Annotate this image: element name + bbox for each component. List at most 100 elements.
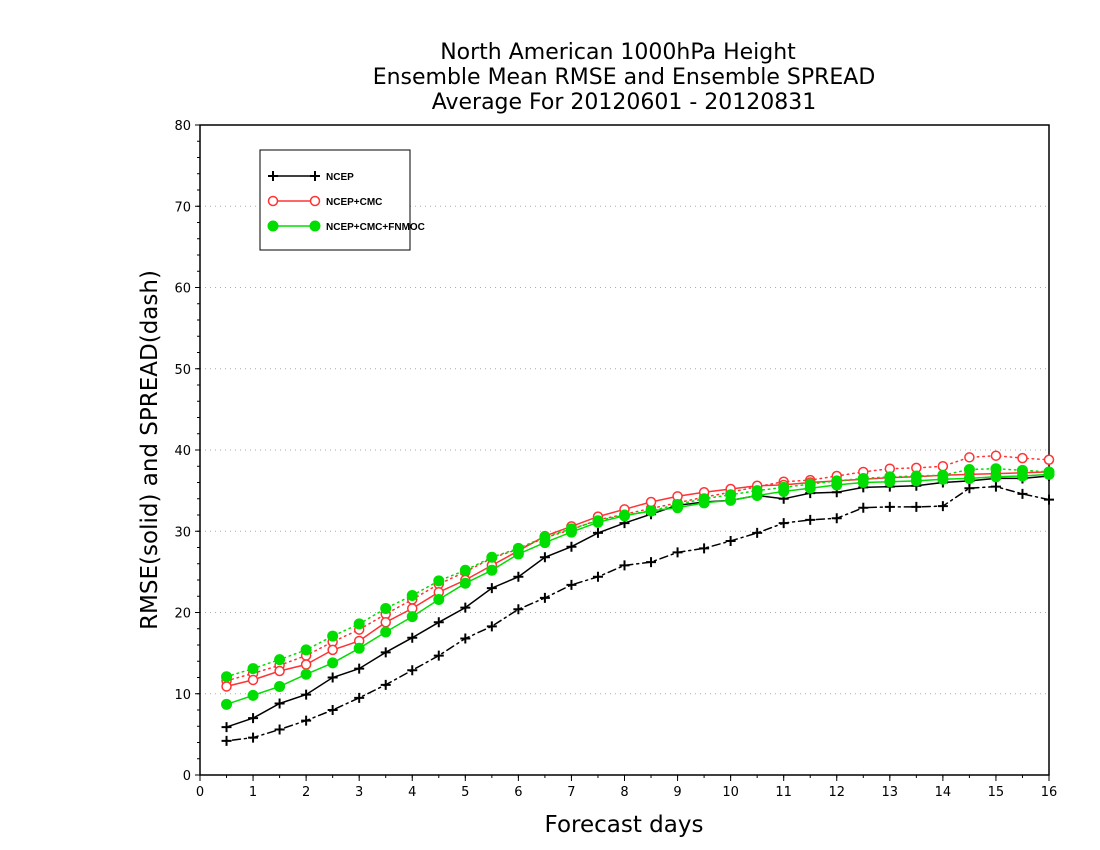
y-tick-label: 0 <box>183 769 191 784</box>
x-tick-label: 1 <box>249 785 257 800</box>
spread-point <box>566 579 577 590</box>
x-tick-label: 10 <box>722 785 739 800</box>
rmse-point <box>884 476 896 488</box>
spread-point <box>858 502 869 513</box>
title-line-2: Ensemble Mean RMSE and Ensemble SPREAD <box>373 65 876 90</box>
x-tick-label: 13 <box>882 785 899 800</box>
spread-point <box>406 589 418 601</box>
spread-point <box>221 735 232 746</box>
y-axis-label: RMSE(solid) and SPREAD(dash) <box>137 270 163 630</box>
spread-point <box>513 604 524 615</box>
chart-title: North American 1000hPa Height Ensemble M… <box>373 40 876 115</box>
spread-point <box>1043 454 1055 465</box>
x-tick-label: 2 <box>302 785 310 800</box>
rmse-point <box>592 516 604 528</box>
rmse-point <box>380 647 391 658</box>
legend-box <box>259 149 411 251</box>
spread-point <box>300 644 312 656</box>
rmse-point <box>327 644 338 656</box>
legend-marker <box>309 220 321 232</box>
rmse-point <box>486 564 498 576</box>
spread-point <box>380 602 392 614</box>
spread-point <box>619 560 630 571</box>
spread-point <box>221 671 233 683</box>
rmse-point <box>645 505 657 517</box>
rmse-point <box>460 602 471 613</box>
spread-point <box>327 705 338 715</box>
rmse-point <box>301 689 312 700</box>
rmse-point <box>221 698 233 710</box>
y-tick-label: 60 <box>174 282 191 297</box>
y-tick-label: 40 <box>174 444 191 459</box>
spread-point <box>460 633 471 644</box>
y-tick-label: 80 <box>174 119 191 134</box>
rmse-point <box>963 472 975 484</box>
spread-point <box>1017 452 1028 464</box>
series-layer <box>221 450 1055 746</box>
x-tick-label: 9 <box>673 785 681 800</box>
legend-marker <box>310 171 320 181</box>
rmse-point <box>407 632 418 643</box>
spread-point <box>805 514 816 525</box>
rmse-point <box>831 479 843 491</box>
rmse-point <box>566 541 577 552</box>
rmse-point <box>910 475 922 487</box>
x-tick-label: 16 <box>1041 785 1058 800</box>
y-tick-label: 50 <box>174 363 191 378</box>
rmse-point <box>300 668 312 680</box>
rmse-point <box>804 482 816 494</box>
rmse-point <box>857 477 869 488</box>
spread-point <box>884 501 895 512</box>
x-tick-label: 15 <box>988 785 1005 800</box>
rmse-point <box>327 657 339 669</box>
rmse-point <box>513 571 524 582</box>
x-tick-label: 6 <box>514 785 522 800</box>
x-tick-label: 11 <box>775 785 792 800</box>
rmse-point <box>274 680 286 692</box>
spread-point <box>672 547 683 558</box>
rmse-point <box>300 659 312 670</box>
series-0 <box>221 471 1054 746</box>
legend-label: NCEP <box>326 172 354 183</box>
spread-point <box>301 715 312 726</box>
x-tick-label: 12 <box>828 785 845 800</box>
rmse-point <box>778 485 790 497</box>
x-tick-label: 0 <box>196 785 204 800</box>
spread-point <box>592 571 603 582</box>
spread-point <box>725 536 736 546</box>
spread-point <box>274 654 286 666</box>
rmse-point <box>274 698 285 709</box>
spread-point <box>1017 488 1028 499</box>
spread-point <box>433 650 444 661</box>
grid <box>200 205 1049 695</box>
spread-point <box>247 663 259 675</box>
rmse-point <box>248 713 259 724</box>
x-axis-label: Forecast days <box>545 812 704 838</box>
x-tick-label: 3 <box>355 785 363 800</box>
spread-point <box>646 557 657 568</box>
legend-entry: NCEP+CMC+FNMOC <box>267 220 425 233</box>
spread-point <box>539 592 550 603</box>
rmse-point <box>565 526 577 538</box>
spread-point <box>248 732 259 743</box>
rmse-point <box>380 617 391 628</box>
rmse-point <box>725 494 737 506</box>
rmse-point <box>433 617 444 628</box>
rmse-point <box>698 497 710 509</box>
rmse-point <box>221 681 232 692</box>
rmse-point <box>247 689 259 701</box>
rmse-point <box>221 722 232 733</box>
legend-marker <box>309 195 321 207</box>
spread-point <box>274 724 285 735</box>
x-tick-label: 8 <box>620 785 628 800</box>
spread-point <box>964 452 975 463</box>
spread-point <box>380 679 391 690</box>
spread-line <box>225 454 1050 682</box>
rmse-point <box>672 502 684 514</box>
x-tick-label: 14 <box>935 785 952 800</box>
rmse-point <box>354 663 365 674</box>
spread-point <box>486 621 497 632</box>
spread-point <box>699 543 710 554</box>
